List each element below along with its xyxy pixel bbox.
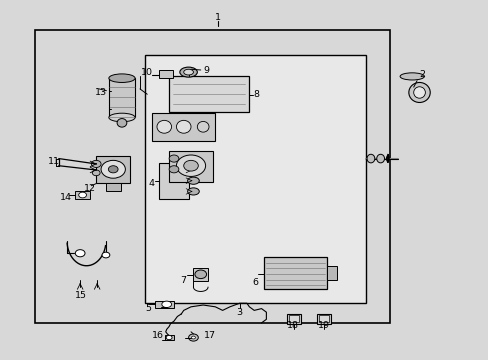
Ellipse shape bbox=[117, 118, 126, 127]
Bar bbox=[154, 301, 174, 307]
Ellipse shape bbox=[188, 334, 198, 341]
Bar bbox=[169, 76, 249, 112]
Text: 19: 19 bbox=[318, 320, 329, 329]
Text: 12: 12 bbox=[84, 184, 96, 193]
Ellipse shape bbox=[176, 120, 191, 133]
Text: 3: 3 bbox=[236, 309, 242, 318]
Text: 18: 18 bbox=[286, 320, 299, 329]
Bar bbox=[152, 113, 215, 141]
Ellipse shape bbox=[180, 67, 197, 77]
Ellipse shape bbox=[109, 74, 135, 82]
Ellipse shape bbox=[187, 188, 199, 195]
Ellipse shape bbox=[101, 160, 125, 178]
Text: 10: 10 bbox=[141, 68, 152, 77]
Text: 17: 17 bbox=[203, 331, 215, 340]
Ellipse shape bbox=[75, 249, 85, 257]
Ellipse shape bbox=[91, 160, 101, 167]
Ellipse shape bbox=[195, 270, 206, 279]
Bar bbox=[144, 55, 366, 303]
Ellipse shape bbox=[102, 252, 110, 258]
Ellipse shape bbox=[197, 121, 208, 132]
Ellipse shape bbox=[408, 82, 429, 103]
Bar bbox=[106, 183, 120, 191]
Bar bbox=[164, 335, 173, 340]
Ellipse shape bbox=[157, 120, 171, 133]
Ellipse shape bbox=[187, 177, 199, 184]
Bar bbox=[319, 315, 328, 322]
Ellipse shape bbox=[108, 166, 118, 173]
Ellipse shape bbox=[187, 166, 199, 174]
Text: 11: 11 bbox=[48, 157, 60, 166]
Ellipse shape bbox=[79, 192, 86, 198]
Bar bbox=[159, 70, 173, 78]
Bar bbox=[288, 315, 299, 322]
Ellipse shape bbox=[191, 336, 195, 339]
Bar bbox=[326, 266, 336, 280]
Bar bbox=[159, 163, 188, 199]
Bar bbox=[109, 78, 135, 117]
Text: 15: 15 bbox=[75, 291, 86, 300]
Text: 8: 8 bbox=[253, 90, 259, 99]
Ellipse shape bbox=[399, 73, 424, 80]
Ellipse shape bbox=[162, 301, 171, 307]
Ellipse shape bbox=[166, 336, 172, 340]
Ellipse shape bbox=[366, 154, 374, 163]
Bar bbox=[193, 268, 207, 281]
Text: 4: 4 bbox=[148, 179, 154, 188]
Ellipse shape bbox=[169, 155, 179, 162]
Text: 13: 13 bbox=[95, 88, 107, 97]
Ellipse shape bbox=[109, 113, 135, 122]
Text: 14: 14 bbox=[60, 193, 72, 202]
Bar bbox=[264, 257, 326, 289]
Bar bbox=[286, 314, 301, 324]
Bar bbox=[35, 30, 389, 323]
Ellipse shape bbox=[183, 69, 193, 75]
Text: 16: 16 bbox=[152, 331, 163, 340]
Text: 6: 6 bbox=[252, 278, 258, 287]
Bar bbox=[169, 152, 212, 182]
Text: 9: 9 bbox=[203, 66, 209, 75]
Text: 2: 2 bbox=[418, 70, 424, 79]
Ellipse shape bbox=[413, 87, 425, 98]
Ellipse shape bbox=[183, 160, 198, 171]
Ellipse shape bbox=[92, 170, 100, 176]
Bar bbox=[317, 314, 330, 324]
Text: 5: 5 bbox=[145, 304, 151, 313]
Ellipse shape bbox=[376, 154, 384, 163]
Text: 1: 1 bbox=[214, 13, 220, 22]
Ellipse shape bbox=[176, 155, 205, 176]
Bar bbox=[75, 191, 90, 199]
Bar bbox=[96, 156, 130, 183]
Text: 7: 7 bbox=[180, 276, 186, 285]
Ellipse shape bbox=[169, 166, 179, 173]
